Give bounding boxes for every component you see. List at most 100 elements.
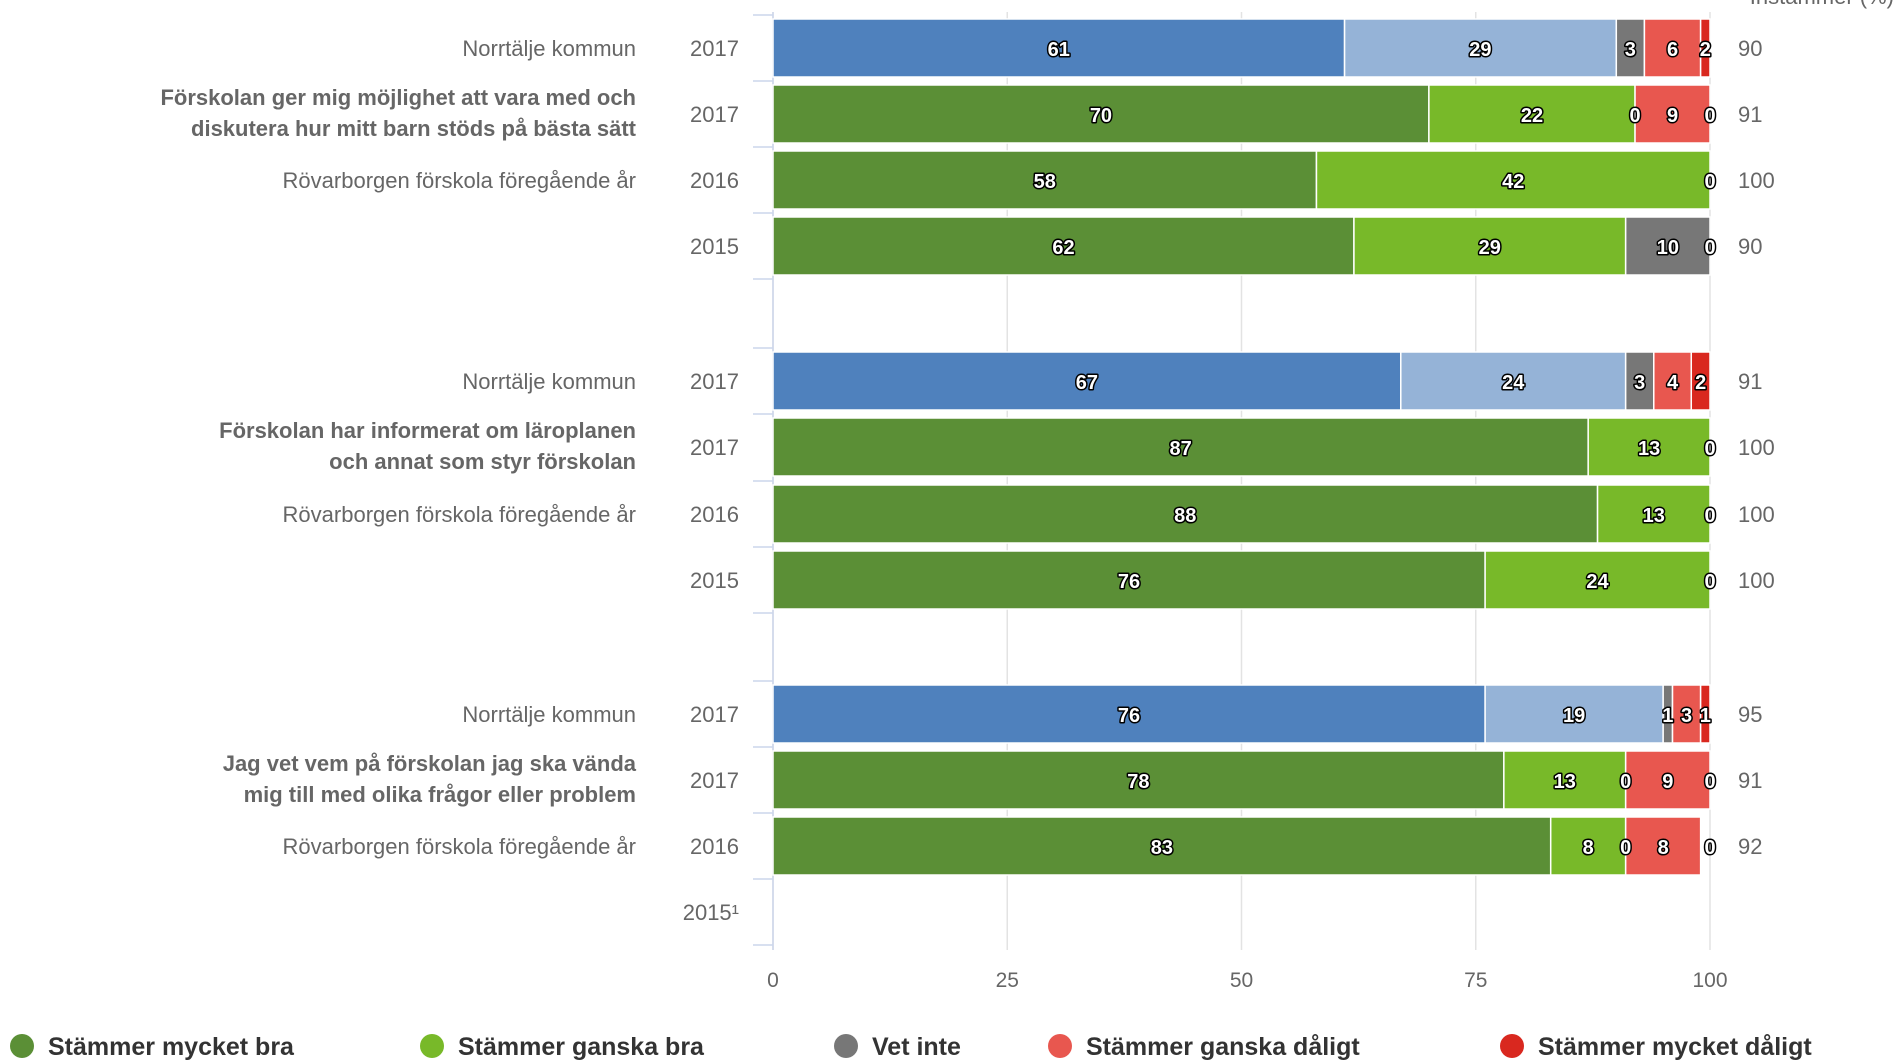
bar-segment [1587, 417, 1711, 477]
data-label: 76 [1118, 705, 1140, 727]
data-label: 87 [1169, 438, 1191, 460]
data-label: 4 [1667, 372, 1679, 394]
agree-value: 91 [1738, 369, 1762, 394]
bar-segment [1699, 684, 1711, 744]
row-label: Norrtälje kommun [462, 36, 636, 61]
row-label: Rövarborgen förskola föregående år [283, 502, 636, 527]
bar-segment [1596, 484, 1711, 544]
data-label: 0 [1704, 505, 1715, 527]
bar-segment [772, 484, 1599, 544]
data-label: 8 [1583, 837, 1594, 859]
legend-marker [1048, 1034, 1072, 1058]
bar-segment [1671, 684, 1702, 744]
agree-value: 100 [1738, 168, 1775, 193]
data-label: 19 [1563, 705, 1585, 727]
row-label: Rövarborgen förskola föregående år [283, 168, 636, 193]
bar-segment [1690, 351, 1711, 411]
question-label: Jag vet vem på förskolan jag ska vända [223, 751, 637, 776]
bar-segment [772, 816, 1552, 876]
bar-segment [1503, 750, 1627, 810]
x-axis-ticks: 0 25 50 75 100 [767, 969, 1727, 992]
data-label: 6 [1667, 39, 1678, 61]
bar-segment [1624, 216, 1711, 276]
bar-segment [1400, 351, 1627, 411]
y-axis [753, 12, 774, 950]
bar-segment [1624, 750, 1711, 810]
data-label: 24 [1502, 372, 1525, 394]
data-label: 0 [1704, 105, 1715, 127]
data-label: 3 [1625, 39, 1636, 61]
agree-value: 91 [1738, 768, 1762, 793]
bars: 61 29 3 6 270 22 0 9 058 42 062 29 10 067 24 3 4 287 13 088… [772, 18, 1717, 876]
legend-label[interactable]: Stämmer mycket dåligt [1538, 1033, 1812, 1061]
data-label: 88 [1174, 505, 1196, 527]
question-label: Förskolan har informerat om läroplanen [219, 418, 636, 443]
bar-segment [772, 216, 1355, 276]
legend-marker [10, 1034, 34, 1058]
legend: Stämmer mycket bra Stämmer ganska bra Vet … [10, 1033, 1812, 1061]
bar-segment [1634, 84, 1711, 144]
data-label: 42 [1502, 171, 1524, 193]
year-label: 2017 [690, 369, 739, 394]
data-label: 58 [1034, 171, 1056, 193]
year-label: 2015 [690, 568, 739, 593]
data-label: 61 [1048, 39, 1070, 61]
bar-segment [1643, 18, 1702, 78]
bar-segment [772, 550, 1486, 610]
x-tick-label: 50 [1230, 969, 1253, 992]
legend-label[interactable]: Stämmer ganska bra [458, 1033, 705, 1061]
legend-marker [1500, 1034, 1524, 1058]
data-label: 76 [1118, 571, 1140, 593]
question-label: och annat som styr förskolan [329, 449, 636, 474]
data-label: 13 [1554, 771, 1576, 793]
agree-value: 100 [1738, 568, 1775, 593]
data-label: 62 [1052, 237, 1074, 259]
year-label: 2017 [690, 768, 739, 793]
bar-segment [1315, 150, 1711, 210]
data-label: 0 [1620, 771, 1631, 793]
agree-value: 90 [1738, 36, 1762, 61]
data-label: 29 [1469, 39, 1491, 61]
legend-label[interactable]: Stämmer mycket bra [48, 1033, 295, 1061]
x-tick-label: 100 [1692, 969, 1727, 992]
year-label: 2017 [690, 702, 739, 727]
data-label: 24 [1586, 571, 1609, 593]
data-label: 0 [1629, 105, 1640, 127]
data-label: 0 [1620, 837, 1631, 859]
bar-segment [1353, 216, 1627, 276]
year-label: 2016 [690, 168, 739, 193]
bar-segment [772, 417, 1589, 477]
x-tick-label: 0 [767, 969, 779, 992]
agree-value: 91 [1738, 102, 1762, 127]
data-label: 29 [1479, 237, 1501, 259]
data-label: 3 [1681, 705, 1692, 727]
bar-segment [1624, 816, 1702, 876]
bar-segment [1428, 84, 1636, 144]
x-tick-label: 75 [1464, 969, 1487, 992]
year-label: 2017 [690, 36, 739, 61]
data-label: 0 [1704, 171, 1715, 193]
agree-value: 100 [1738, 435, 1775, 460]
data-label: 83 [1151, 837, 1173, 859]
bar-segment [772, 351, 1402, 411]
agree-value: 92 [1738, 834, 1762, 859]
x-tick-label: 25 [996, 969, 1019, 992]
data-label: 2 [1695, 372, 1706, 394]
bar-segment [772, 684, 1486, 744]
data-label: 9 [1662, 771, 1673, 793]
agree-column-header: Instämmer (%) [1750, 0, 1894, 9]
bar-segment [772, 150, 1318, 210]
row-label: Rövarborgen förskola föregående år [283, 834, 636, 859]
agree-value: 100 [1738, 502, 1775, 527]
data-label: 0 [1704, 771, 1715, 793]
data-label: 3 [1634, 372, 1645, 394]
legend-label[interactable]: Vet inte [872, 1033, 961, 1061]
question-label: mig till med olika frågor eller problem [244, 782, 636, 807]
data-label: 2 [1700, 39, 1711, 61]
question-label: diskutera hur mitt barn stöds på bästa s… [191, 116, 637, 141]
legend-label[interactable]: Stämmer ganska dåligt [1086, 1033, 1360, 1061]
data-label: 8 [1658, 837, 1669, 859]
data-label: 1 [1662, 705, 1673, 727]
